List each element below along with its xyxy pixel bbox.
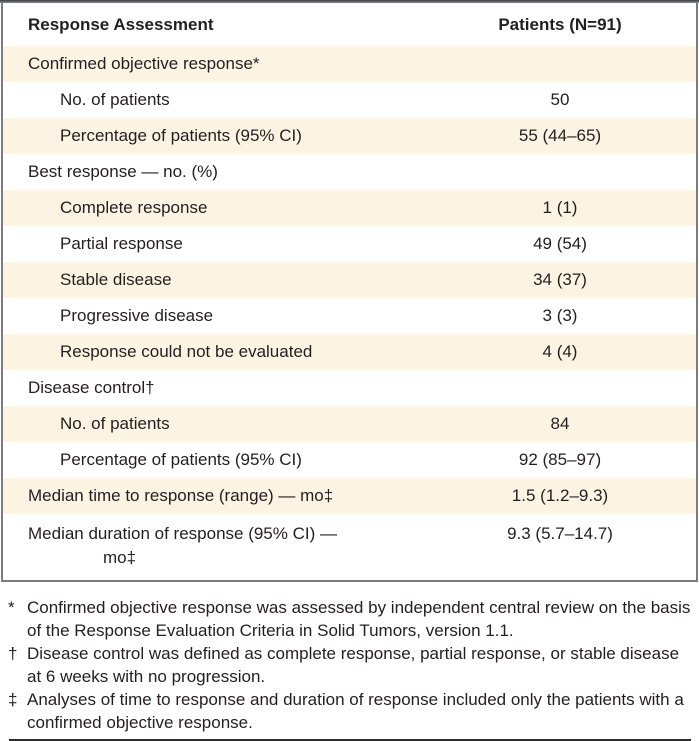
response-assessment-table: Response Assessment Patients (N=91) Conf… [1, 3, 698, 582]
footnote-text: Analyses of time to response and duratio… [27, 690, 684, 732]
row-label-line2: mo‡ [103, 548, 137, 567]
table-row: Disease control† [3, 370, 696, 406]
row-label: Stable disease [60, 270, 172, 289]
row-value: 9.3 (5.7–14.7) [507, 524, 613, 543]
row-label: Best response — no. (%) [28, 162, 218, 181]
footnote-marker: † [8, 644, 18, 663]
table-header-row: Response Assessment Patients (N=91) [3, 3, 696, 46]
row-value: 84 [550, 414, 570, 433]
row-label: Confirmed objective response* [28, 54, 260, 73]
row-label: Percentage of patients (95% CI) [60, 450, 302, 469]
row-label: Median time to response (range) — mo‡ [28, 486, 334, 505]
table-row: Median duration of response (95% CI) — mo… [3, 514, 696, 580]
row-label: No. of patients [60, 90, 170, 109]
row-value: 50 [550, 90, 570, 109]
top-rule [0, 0, 699, 3]
table-row: Best response — no. (%) [3, 154, 696, 190]
table-row: Progressive disease 3 (3) [3, 298, 696, 334]
footnote-text: Disease control was defined as complete … [27, 644, 680, 686]
row-label: Response could not be evaluated [60, 342, 313, 361]
row-value: 3 (3) [542, 306, 578, 325]
row-label: Disease control† [28, 378, 155, 397]
table-row: Median time to response (range) — mo‡ 1.5… [3, 478, 696, 514]
row-value: 55 (44–65) [518, 126, 602, 145]
row-label: Progressive disease [60, 306, 214, 325]
table-row: No. of patients 84 [3, 406, 696, 442]
row-value: 49 (54) [533, 234, 587, 253]
table-row: No. of patients 50 [3, 82, 696, 118]
footnote-marker: * [8, 598, 15, 617]
table-rows: Confirmed objective response* No. of pati… [3, 46, 696, 580]
row-label: Median duration of response (95% CI) — mo… [3, 522, 424, 570]
table-row: Percentage of patients (95% CI) 92 (85–97… [3, 442, 696, 478]
footnote-text: Confirmed objective response was assesse… [27, 598, 691, 640]
row-value: 34 (37) [533, 270, 587, 289]
row-label: Partial response [60, 234, 183, 253]
column-header-response-assessment: Response Assessment [28, 14, 214, 34]
row-label: Complete response [60, 198, 208, 217]
footnotes: * Confirmed objective response was assess… [8, 596, 694, 734]
column-header-patients: Patients (N=91) [498, 14, 622, 34]
footnote-marker: ‡ [8, 690, 18, 709]
table-row: Complete response 1 (1) [3, 190, 696, 226]
row-label: Percentage of patients (95% CI) [60, 126, 302, 145]
footnote: † Disease control was defined as complete… [8, 642, 694, 688]
row-value: 4 (4) [542, 342, 578, 361]
row-value: 1 (1) [542, 198, 578, 217]
footnote: * Confirmed objective response was assess… [8, 596, 694, 642]
table-row: Partial response 49 (54) [3, 226, 696, 262]
table-row: Stable disease 34 (37) [3, 262, 696, 298]
row-label: No. of patients [60, 414, 170, 433]
row-value: 1.5 (1.2–9.3) [511, 486, 609, 505]
table-row: Percentage of patients (95% CI) 55 (44–65… [3, 118, 696, 154]
table-row: Confirmed objective response* [3, 46, 696, 82]
table-row: Response could not be evaluated 4 (4) [3, 334, 696, 370]
footnote: ‡ Analyses of time to response and durati… [8, 688, 694, 734]
row-value: 92 (85–97) [518, 450, 602, 469]
